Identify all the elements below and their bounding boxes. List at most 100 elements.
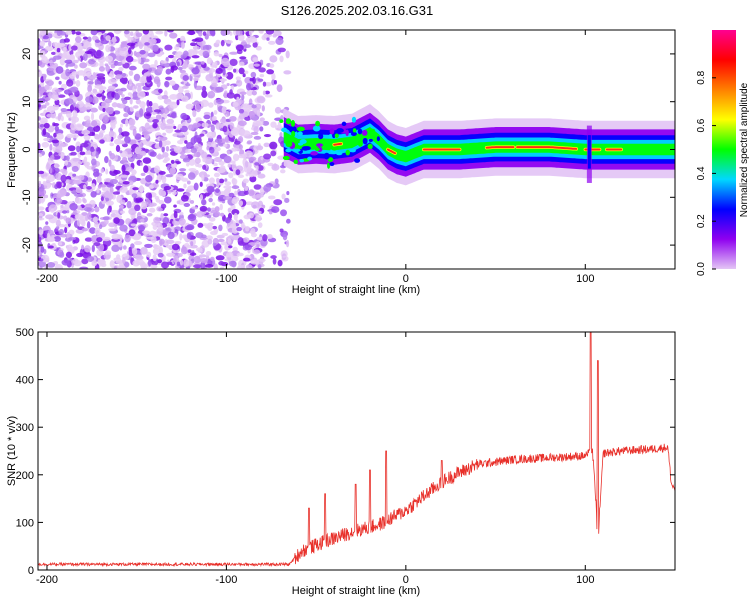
noise-speckle	[113, 138, 123, 145]
noise-speckle	[109, 260, 115, 268]
noise-speckle	[163, 185, 172, 191]
ridge-blob	[336, 128, 344, 133]
noise-speckle	[254, 162, 260, 166]
noise-speckle	[57, 212, 61, 219]
noise-speckle	[148, 207, 156, 213]
noise-speckle	[223, 30, 231, 36]
noise-speckle	[179, 168, 187, 172]
noise-speckle	[201, 122, 209, 128]
ridge-core-red	[485, 146, 515, 149]
ridge-blob	[330, 145, 339, 151]
noise-speckle	[79, 62, 88, 69]
noise-speckle	[105, 168, 109, 175]
noise-speckle	[145, 71, 151, 77]
noise-speckle	[152, 247, 161, 255]
ridge-blob	[376, 136, 380, 142]
noise-speckle	[166, 223, 172, 227]
noise-speckle	[248, 173, 254, 178]
noise-speckle	[120, 131, 130, 137]
noise-speckle	[158, 188, 164, 196]
noise-speckle	[152, 183, 159, 188]
noise-speckle	[87, 36, 92, 43]
noise-speckle	[274, 106, 282, 114]
colorbar-bar	[712, 30, 736, 269]
noise-speckle	[76, 70, 86, 76]
noise-speckle	[43, 75, 47, 81]
noise-speckle	[253, 63, 260, 67]
noise-speckle	[119, 204, 124, 209]
ridge-blob	[288, 125, 297, 133]
noise-speckle	[180, 41, 185, 49]
noise-speckle	[253, 249, 261, 255]
noise-speckle	[218, 224, 223, 232]
noise-speckle	[231, 177, 236, 184]
noise-speckle	[176, 200, 181, 205]
noise-speckle	[38, 116, 41, 121]
noise-speckle	[48, 245, 54, 249]
noise-speckle	[53, 94, 59, 101]
noise-speckle	[227, 163, 232, 168]
noise-speckle	[75, 187, 82, 194]
noise-speckle	[160, 60, 168, 64]
noise-speckle	[111, 233, 121, 240]
noise-speckle	[74, 197, 82, 204]
noise-speckle	[210, 207, 216, 211]
noise-speckle	[56, 30, 62, 37]
noise-speckle	[158, 88, 163, 94]
noise-speckle	[122, 245, 127, 250]
ridge-blob	[297, 142, 304, 146]
noise-speckle	[286, 218, 291, 224]
noise-speckle	[132, 91, 139, 99]
noise-speckle	[90, 190, 97, 198]
noise-speckle	[55, 133, 64, 140]
noise-speckle	[270, 255, 277, 259]
noise-speckle	[146, 74, 152, 83]
noise-speckle	[64, 179, 72, 184]
noise-speckle	[232, 153, 240, 162]
noise-speckle	[179, 259, 184, 266]
noise-speckle	[83, 67, 92, 75]
ridge-band	[283, 127, 675, 163]
noise-speckle	[102, 107, 106, 113]
noise-speckle	[137, 90, 146, 99]
ridge-core-red	[333, 142, 343, 146]
noise-speckle	[192, 77, 200, 82]
noise-speckle	[97, 31, 103, 36]
noise-speckle	[146, 251, 152, 258]
noise-speckle	[47, 174, 55, 182]
noise-speckle	[49, 154, 55, 161]
noise-speckle	[169, 167, 177, 175]
noise-speckle	[155, 179, 159, 184]
noise-speckle	[206, 131, 216, 139]
noise-speckle	[44, 102, 50, 106]
noise-speckle	[71, 30, 76, 35]
noise-speckle	[214, 138, 223, 144]
noise-speckle	[56, 47, 61, 53]
noise-speckle	[189, 252, 197, 256]
noise-speckle	[202, 50, 210, 57]
y-tick-label: -20	[21, 237, 33, 253]
noise-speckle	[124, 96, 132, 101]
noise-speckle	[246, 140, 253, 145]
noise-speckle	[229, 51, 238, 55]
noise-speckle	[208, 146, 215, 154]
noise-speckle	[81, 129, 91, 135]
y-tick-label: 10	[21, 96, 33, 108]
noise-speckle	[46, 80, 54, 86]
noise-speckle	[172, 190, 177, 196]
noise-speckle	[213, 51, 220, 57]
noise-speckle	[139, 49, 146, 55]
noise-speckle	[231, 209, 240, 216]
noise-speckle	[85, 96, 94, 103]
spectrogram-noise	[38, 30, 292, 269]
noise-speckle	[256, 96, 266, 104]
ridge-blob	[307, 156, 313, 161]
noise-speckle	[262, 252, 269, 258]
noise-speckle	[238, 259, 245, 268]
noise-speckle	[54, 99, 60, 106]
noise-speckle	[200, 61, 205, 65]
noise-speckle	[167, 231, 175, 240]
noise-speckle	[224, 181, 232, 186]
noise-speckle	[120, 174, 129, 178]
noise-speckle	[166, 101, 176, 106]
